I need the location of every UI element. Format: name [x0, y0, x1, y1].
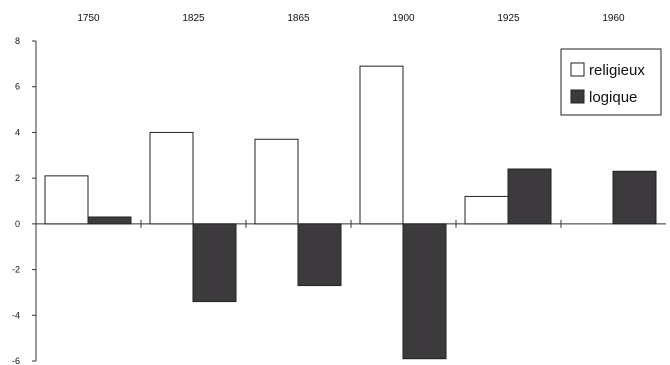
bar-religieux	[464, 195, 509, 225]
x-axis-zero-line	[36, 219, 666, 228]
legend-label-religieux: religieux	[589, 62, 645, 79]
bar-logique	[192, 223, 237, 303]
bar-logique	[507, 168, 552, 225]
bar-religieux	[359, 65, 404, 225]
legend-label-logique: logique	[589, 89, 637, 106]
bar-religieux	[254, 138, 299, 225]
category-label: 1750	[77, 13, 100, 24]
y-tick-label: 0	[15, 219, 20, 229]
category-label: 1925	[497, 13, 520, 24]
bar-logique	[402, 223, 447, 360]
y-tick-label: 6	[15, 82, 20, 92]
legend: religieux logique	[560, 48, 662, 116]
y-axis: -6 -4 -2 0 2 4 6 8	[12, 36, 37, 365]
y-tick-label: 2	[15, 173, 20, 183]
category-labels: 1750 1825 1865 1900 1925 1960	[77, 13, 625, 24]
legend-swatch-religieux	[570, 62, 585, 77]
legend-swatch-logique	[570, 89, 585, 104]
bar-logique	[87, 216, 132, 225]
bar-religieux	[149, 131, 194, 225]
category-label: 1900	[392, 13, 415, 24]
y-tick-label: 4	[15, 127, 20, 137]
y-tick-label: -2	[12, 265, 20, 275]
y-tick-label: -6	[12, 356, 20, 365]
bar-logique	[612, 170, 657, 225]
y-tick-label: -4	[12, 310, 20, 320]
bars	[44, 65, 657, 360]
category-label: 1825	[182, 13, 205, 24]
category-label: 1960	[602, 13, 625, 24]
bar-logique	[297, 223, 342, 287]
legend-box	[560, 48, 662, 116]
y-tick-label: 8	[15, 36, 20, 46]
category-label: 1865	[287, 13, 310, 24]
bar-religieux	[44, 175, 89, 225]
